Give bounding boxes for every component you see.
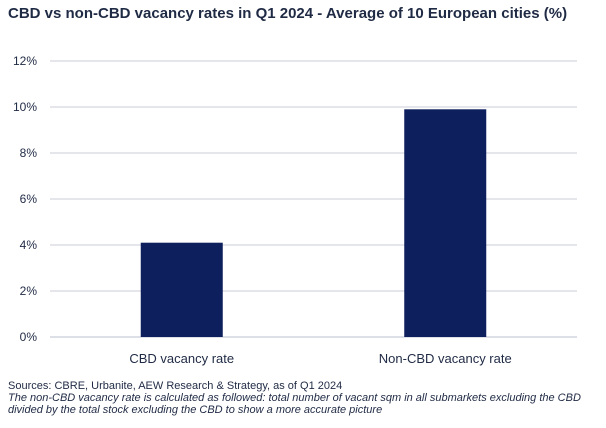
y-tick-label: 10% [13, 100, 37, 114]
y-tick-label: 0% [20, 330, 38, 344]
gridlines [50, 60, 577, 338]
y-tick-label: 6% [20, 192, 38, 206]
y-tick-label: 4% [20, 238, 38, 252]
y-tick-label: 12% [13, 54, 37, 68]
category-label: Non-CBD vacancy rate [379, 351, 512, 366]
bar-0 [140, 242, 223, 337]
category-label: CBD vacancy rate [129, 351, 234, 366]
note-line-2: divided by the total stock excluding the… [8, 404, 383, 416]
y-axis-tick-labels: 0% 2% 4% 6% 8% 10% 12% [13, 54, 37, 344]
note-line-1: The non-CBD vacancy rate is calculated a… [8, 392, 581, 404]
y-tick-label: 8% [20, 146, 38, 160]
bar-1 [404, 109, 487, 337]
sources-text: Sources: CBRE, Urbanite, AEW Research & … [8, 380, 343, 392]
y-tick-label: 2% [20, 284, 38, 298]
bars [140, 109, 487, 337]
x-axis-category-labels: CBD vacancy rate Non-CBD vacancy rate [129, 351, 511, 366]
chart-title: CBD vs non-CBD vacancy rates in Q1 2024 … [8, 5, 568, 22]
chart-footer: Sources: CBRE, Urbanite, AEW Research & … [8, 380, 598, 416]
